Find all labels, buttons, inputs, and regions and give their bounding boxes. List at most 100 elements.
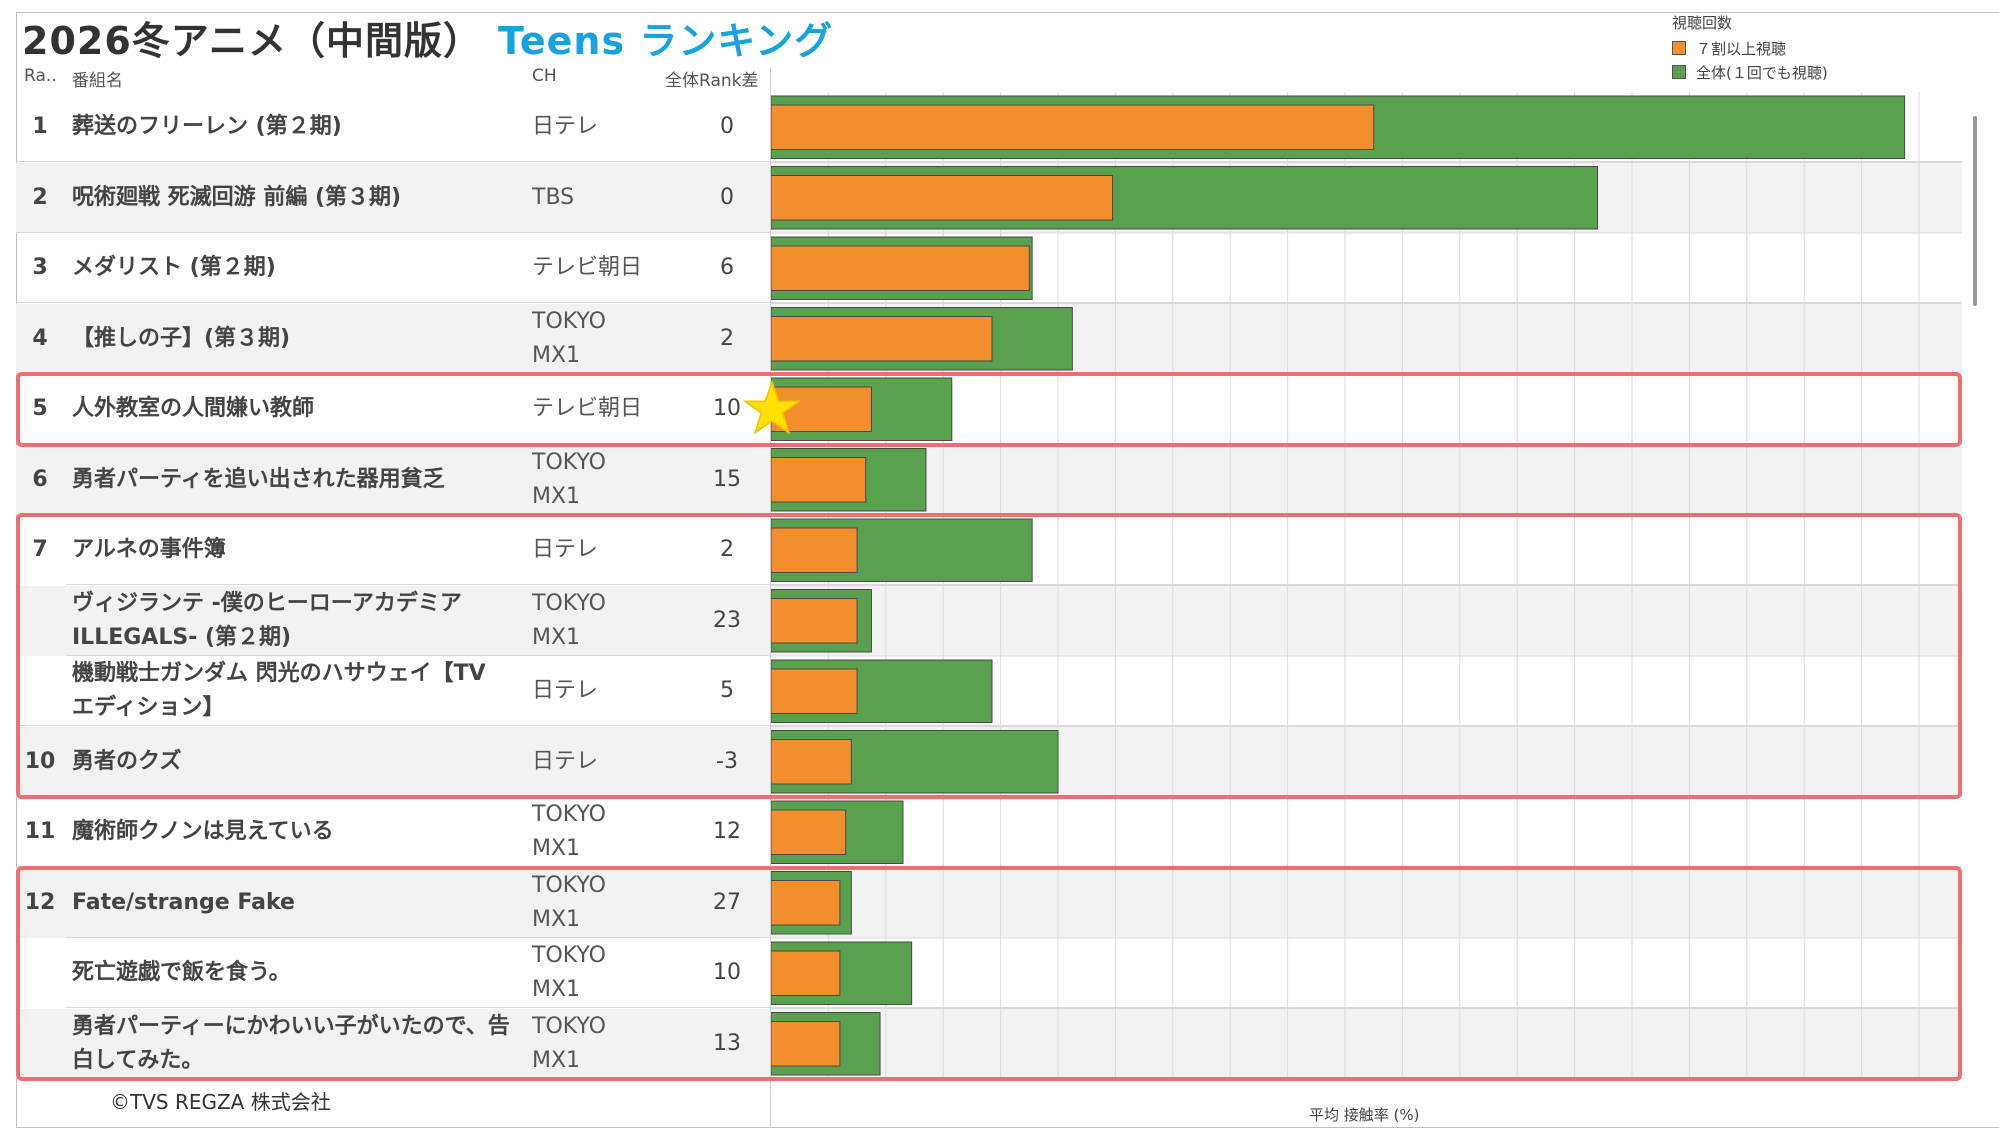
row-separator — [16, 302, 1962, 303]
column-header-ch[interactable]: CH — [532, 66, 557, 86]
legend-swatch-green — [1672, 65, 1686, 79]
bar-partial — [771, 598, 858, 644]
rank-cell: 5 — [32, 396, 48, 421]
bar-partial — [771, 739, 852, 785]
channel-cell: TOKYO MX1 — [532, 1013, 606, 1073]
copyright-footer: ©TVS REGZA 株式会社 — [110, 1090, 331, 1114]
x-axis-label: 平均 接触率 (%) — [1309, 1106, 1420, 1124]
program-name-cell: Fate/strange Fake — [72, 889, 295, 915]
table-row[interactable]: 死亡遊戯で飯を食う。 TOKYO MX1 10 — [16, 938, 1962, 1008]
bar-partial — [771, 527, 858, 573]
rank-diff-cell: 13 — [713, 1030, 741, 1056]
row-separator — [16, 725, 1962, 726]
bar-partial — [771, 175, 1114, 221]
column-header-name[interactable]: 番組名 — [72, 71, 123, 91]
channel-cell: 日テレ — [532, 678, 599, 703]
channel-cell: TOKYO MX1 — [532, 802, 606, 861]
program-name-cell: 呪術廻戦 死滅回游 前編 (第３期) — [72, 184, 402, 210]
rank-diff-cell: 23 — [713, 607, 741, 633]
legend-swatch-orange — [1672, 41, 1686, 55]
channel-cell: テレビ朝日 — [532, 396, 643, 421]
bar-partial — [771, 880, 841, 926]
rank-diff-cell: 2 — [720, 537, 734, 562]
bar-partial — [771, 950, 841, 996]
table-row[interactable]: 3 メダリスト (第２期) テレビ朝日 6 — [16, 233, 1962, 303]
rank-diff-cell: 27 — [713, 889, 741, 915]
plot-row-band — [771, 585, 1961, 656]
bar-partial — [771, 104, 1375, 150]
channel-cell: 日テレ — [532, 114, 599, 139]
program-name-cell: メダリスト (第２期) — [72, 255, 276, 280]
table-row[interactable]: 7 アルネの事件簿 日テレ 2 — [16, 515, 1962, 585]
program-name-cell: 勇者パーティを追い出された器用貧乏 — [72, 466, 445, 492]
row-separator — [16, 161, 1962, 162]
rank-diff-cell: 6 — [720, 255, 734, 280]
bar-chart: 0.200.400.600.801.001.201.401.601.802.00… — [771, 92, 1961, 1080]
bar-partial — [771, 1021, 841, 1067]
rank-diff-cell: -3 — [716, 748, 738, 774]
rank-diff-cell: 15 — [713, 466, 741, 492]
column-header-rank[interactable]: Ra.. — [24, 66, 57, 86]
rank-cell: 7 — [32, 537, 48, 562]
legend-item-total[interactable]: 全体(１回でも視聴) — [1672, 60, 1828, 84]
vertical-scrollbar[interactable] — [1973, 116, 1977, 306]
plot-row-band — [771, 444, 1961, 515]
rank-diff-cell: 10 — [713, 396, 741, 421]
row-separator — [66, 584, 1962, 585]
rank-cell — [16, 1009, 64, 1079]
star-icon — [744, 380, 800, 435]
bar-partial — [771, 457, 867, 503]
bar-partial — [771, 809, 847, 855]
rank-diff-cell: 10 — [713, 960, 741, 985]
rank-cell — [16, 938, 64, 1008]
program-name-cell: 魔術師クノンは見えている — [72, 819, 334, 844]
legend-label-partial: ７割以上視聴 — [1696, 39, 1787, 58]
channel-cell: 日テレ — [532, 537, 599, 562]
rank-cell — [16, 656, 64, 726]
program-name-cell: 勇者のクズ — [72, 748, 182, 774]
title-accent: Teens ランキング — [498, 19, 834, 63]
legend-label-total: 全体(１回でも視聴) — [1696, 63, 1828, 82]
program-name-cell: 死亡遊戯で飯を食う。 — [72, 960, 291, 985]
rank-diff-cell: 12 — [713, 819, 741, 844]
channel-cell: TOKYO MX1 — [532, 872, 606, 932]
channel-cell: TBS — [532, 184, 575, 210]
bar-partial — [771, 668, 858, 714]
plot-row-band — [771, 1008, 1961, 1079]
table-row[interactable]: 機動戦士ガンダム 閃光のハサウェイ【TV エディション】 日テレ 5 — [16, 656, 1962, 726]
column-header-diff[interactable]: 全体Rank差 — [665, 71, 759, 91]
program-name-cell: 機動戦士ガンダム 閃光のハサウェイ【TV エディション】 — [72, 661, 486, 720]
rank-diff-cell: 0 — [720, 114, 734, 139]
program-name-cell: 人外教室の人間嫌い教師 — [72, 396, 315, 421]
legend: 視聴回数 ７割以上視聴 全体(１回でも視聴) — [1672, 12, 1828, 84]
row-separator — [66, 1007, 1962, 1008]
program-name-cell: アルネの事件簿 — [72, 537, 226, 562]
program-name-cell: ヴィジランテ -僕のヒーローアカデミア ILLEGALS- (第２期) — [72, 590, 462, 650]
bar-partial — [771, 316, 993, 362]
channel-cell: TOKYO MX1 — [532, 308, 606, 368]
program-name-cell: 葬送のフリーレン (第２期) — [72, 114, 342, 139]
rank-cell: 1 — [32, 114, 48, 139]
program-name-cell: 勇者パーティーにかわいい子がいたので、告白してみた。 — [72, 1013, 510, 1073]
channel-cell: TOKYO MX1 — [532, 449, 606, 509]
page-title: 2026冬アニメ（中間版） Teens ランキング — [22, 10, 833, 65]
legend-item-partial[interactable]: ７割以上視聴 — [1672, 36, 1828, 60]
rank-cell: 12 — [24, 889, 56, 915]
rank-cell: 4 — [32, 325, 48, 351]
bar-partial — [771, 245, 1030, 291]
rank-cell — [16, 586, 64, 656]
channel-cell: テレビ朝日 — [532, 255, 643, 280]
rank-cell: 10 — [24, 748, 56, 774]
channel-cell: TOKYO MX1 — [532, 943, 606, 1002]
rank-diff-cell: 2 — [720, 325, 734, 351]
rank-diff-cell: 0 — [720, 184, 734, 210]
rank-cell: 6 — [32, 466, 48, 492]
table-row[interactable]: 1 葬送のフリーレン (第２期) 日テレ 0 — [16, 92, 1962, 162]
channel-cell: TOKYO MX1 — [532, 590, 606, 650]
rank-cell: 3 — [32, 255, 48, 280]
plot-row-band — [771, 867, 1961, 938]
channel-cell: 日テレ — [532, 748, 599, 774]
rank-diff-cell: 5 — [720, 678, 734, 703]
legend-title: 視聴回数 — [1672, 14, 1733, 32]
rank-cell: 2 — [32, 184, 48, 210]
